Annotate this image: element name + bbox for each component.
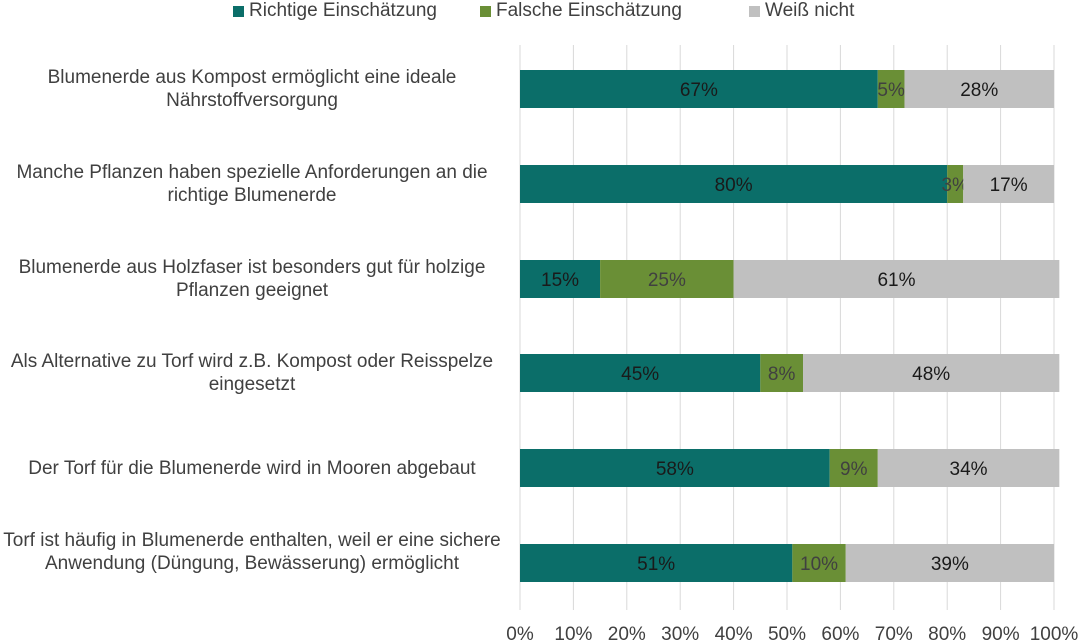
bar-segment-5-s3 <box>877 449 1060 487</box>
bar-segment-6-s3 <box>845 544 1054 582</box>
bar-segment-2-s3 <box>963 165 1054 203</box>
data-label-2-s3: 17% <box>990 175 1028 196</box>
bar-segment-2-s1 <box>520 165 948 203</box>
x-tick-label-8: 80% <box>928 624 966 644</box>
legend: Richtige Einschätzung Falsche Einschätzu… <box>0 0 1080 24</box>
bar-segment-3-s2 <box>600 260 734 298</box>
x-tick-label-6: 60% <box>821 624 859 644</box>
category-label-2: Manche Pflanzen haben spezielle Anforder… <box>16 162 488 206</box>
data-label-6-s2: 10% <box>800 554 838 575</box>
bar-segment-2-s2 <box>947 165 964 203</box>
bar-segment-3-s3 <box>733 260 1060 298</box>
legend-label-weiss-nicht: Weiß nicht <box>765 0 855 21</box>
legend-item-falsche: Falsche Einschätzung <box>480 0 682 22</box>
bar-segment-3-s1 <box>520 260 601 298</box>
legend-label-richtige: Richtige Einschätzung <box>249 0 437 21</box>
data-label-5-s1: 58% <box>656 459 694 480</box>
category-label-6: Torf ist häufig in Blumenerde enthalten,… <box>3 530 501 574</box>
data-label-4-s3: 48% <box>912 364 950 385</box>
x-tick-label-3: 30% <box>661 624 699 644</box>
data-label-3-s3: 61% <box>877 270 915 291</box>
legend-swatch-falsche <box>480 5 491 17</box>
legend-swatch-richtige <box>233 5 244 17</box>
bar-segment-6-s2 <box>792 544 846 582</box>
data-label-5-s2: 9% <box>840 459 868 480</box>
bar-segment-4-s3 <box>803 354 1060 392</box>
bar-segment-6-s1 <box>520 544 793 582</box>
legend-swatch-weiss-nicht <box>749 5 760 17</box>
x-tick-label-7: 70% <box>875 624 913 644</box>
data-label-6-s3: 39% <box>931 554 969 575</box>
data-label-1-s1: 67% <box>680 80 718 101</box>
data-label-1-s3: 28% <box>960 80 998 101</box>
bar-segment-1-s3 <box>904 70 1054 108</box>
x-tick-label-10: 100% <box>1030 624 1079 644</box>
bar-segment-1-s1 <box>520 70 878 108</box>
data-label-1-s2: 5% <box>877 80 905 101</box>
bar-segment-4-s1 <box>520 354 761 392</box>
legend-item-weiss-nicht: Weiß nicht <box>749 0 854 22</box>
legend-item-richtige: Richtige Einschätzung <box>233 0 437 22</box>
x-tick-label-9: 90% <box>982 624 1020 644</box>
category-label-4: Als Alternative zu Torf wird z.B. Kompos… <box>10 351 494 395</box>
data-label-5-s3: 34% <box>950 459 988 480</box>
category-label-5: Der Torf für die Blumenerde wird in Moor… <box>28 458 476 479</box>
x-tick-label-1: 10% <box>554 624 592 644</box>
data-label-2-s1: 80% <box>715 175 753 196</box>
x-tick-label-0: 0% <box>506 624 534 644</box>
data-label-3-s1: 15% <box>541 270 579 291</box>
data-label-6-s1: 51% <box>637 554 675 575</box>
bar-segment-1-s2 <box>877 70 905 108</box>
data-label-4-s2: 8% <box>768 364 796 385</box>
x-tick-label-2: 20% <box>608 624 646 644</box>
data-label-2-s2: 3% <box>941 175 969 196</box>
x-tick-label-4: 40% <box>715 624 753 644</box>
data-label-3-s2: 25% <box>648 270 686 291</box>
legend-label-falsche: Falsche Einschätzung <box>496 0 682 21</box>
bar-segment-4-s2 <box>760 354 804 392</box>
data-label-4-s1: 45% <box>621 364 659 385</box>
x-tick-label-5: 50% <box>768 624 806 644</box>
category-label-1: Blumenerde aus Kompost ermöglicht eine i… <box>47 67 457 111</box>
bar-segment-5-s1 <box>520 449 830 487</box>
category-label-3: Blumenerde aus Holzfaser ist besonders g… <box>18 257 486 301</box>
bar-segment-5-s2 <box>829 449 878 487</box>
